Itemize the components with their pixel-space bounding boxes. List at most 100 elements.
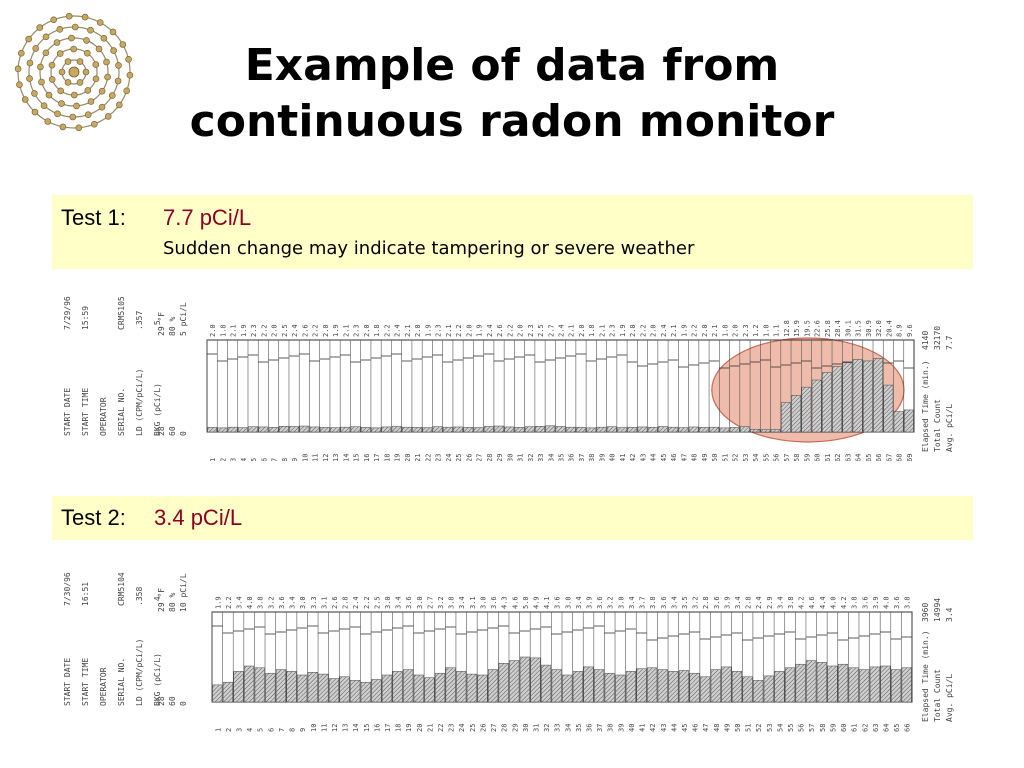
hour-label: 44 <box>670 724 678 732</box>
hour-label: 36 <box>568 454 576 461</box>
radon-bar <box>606 426 617 433</box>
hour-label: 18 <box>395 724 403 732</box>
reading-label: 12.8 <box>783 320 791 337</box>
reading-label: 1.0 <box>762 324 770 337</box>
radon-bar <box>381 674 393 703</box>
reading-label: 2.0 <box>650 324 658 337</box>
reading-label: 3.2 <box>607 596 615 609</box>
radon-bar <box>381 426 392 433</box>
atom-electron-dot <box>125 55 132 63</box>
radon-bar <box>466 673 477 703</box>
hour-label: 47 <box>680 454 688 461</box>
radon-bar <box>286 671 297 703</box>
reading-label: 2.2 <box>383 324 391 337</box>
radon-bar <box>615 674 626 703</box>
radon-bar <box>289 426 299 433</box>
scale-label: 0 <box>179 701 188 706</box>
radon-bar <box>565 426 576 433</box>
radon-bar <box>848 667 859 703</box>
reading-label: 3.9 <box>586 596 594 609</box>
test1-callout: Test 1: 7.7 pCi/L Sudden change may indi… <box>52 195 973 269</box>
hour-label: 64 <box>882 724 890 732</box>
hour-label: 17 <box>373 454 381 461</box>
hour-label: 8 <box>289 728 297 732</box>
hour-label: 9 <box>299 728 307 732</box>
hour-label: 45 <box>660 454 668 461</box>
hour-label: 3 <box>230 458 238 461</box>
atom-electron-dot <box>56 25 64 33</box>
hour-label: 4 <box>240 458 248 461</box>
reading-label: 4.4 <box>819 596 827 609</box>
hour-label: 41 <box>639 724 647 732</box>
radon-bar <box>275 669 286 703</box>
radon-bar <box>330 427 340 433</box>
reading-label: 2.0 <box>363 324 371 337</box>
reading-label: 2.4 <box>755 596 763 609</box>
header-label: LD (CPM/pCi/L) <box>135 639 144 706</box>
hour-label: 6 <box>260 458 268 461</box>
hour-label: 56 <box>798 724 806 732</box>
hour-label: 51 <box>745 724 753 732</box>
atom-electron-dot <box>44 118 52 125</box>
reading-label: 2.8 <box>745 596 753 609</box>
reading-label: 2.2 <box>639 324 647 337</box>
scale-label: 0 <box>179 431 188 436</box>
reading-label: 2.3 <box>527 324 535 337</box>
radon-bar <box>583 666 594 703</box>
radon-bar <box>827 665 838 703</box>
hour-label: 47 <box>702 724 710 732</box>
header-label: BKG (pCi/L) <box>153 653 162 706</box>
reading-label: 4.0 <box>246 596 254 609</box>
hour-label: 41 <box>619 454 627 461</box>
atom-electron-dot <box>42 49 50 57</box>
radon-bar <box>893 411 904 433</box>
radon-bar <box>710 669 721 703</box>
radon-bar <box>572 671 583 703</box>
hour-label: 2 <box>225 728 233 732</box>
reading-label: 1.9 <box>214 596 222 609</box>
radon-bar <box>319 427 330 433</box>
hour-label: 57 <box>783 454 791 461</box>
radon-bar <box>760 429 771 433</box>
atom-electron-dot <box>103 58 110 66</box>
hour-label: 22 <box>437 724 445 732</box>
reading-label: 3.2 <box>437 596 445 609</box>
reading-label: 2.2 <box>691 324 699 337</box>
reading-label: 2.4 <box>394 324 402 337</box>
radon-bar <box>811 379 822 433</box>
header-label: START TIME <box>81 388 90 436</box>
hour-label: 50 <box>734 724 742 732</box>
radon-bar <box>604 672 615 703</box>
footer-value: 4140 <box>921 331 930 350</box>
hour-label: 62 <box>834 454 842 461</box>
reading-label: 3.9 <box>872 596 880 609</box>
hour-label: 6 <box>267 728 275 732</box>
hour-label: 60 <box>814 454 822 461</box>
header-label: START DATE <box>63 388 72 436</box>
reading-label: 22.6 <box>814 320 822 337</box>
reading-label: 30.1 <box>844 320 852 337</box>
reading-label: 4.6 <box>511 596 519 609</box>
atom-electron-dot <box>31 90 38 97</box>
reading-label: 2.0 <box>701 324 709 337</box>
reading-label: 1.9 <box>680 324 688 337</box>
atom-electron-dot <box>70 91 78 99</box>
footer-label: Elapsed Time (min.) <box>921 630 930 722</box>
hour-label: 27 <box>490 724 498 732</box>
atom-electron-dot <box>31 108 39 116</box>
reading-label: 4.2 <box>798 596 806 609</box>
hour-label: 16 <box>373 724 381 732</box>
radon-bar <box>339 676 350 703</box>
hour-label: 17 <box>384 724 392 732</box>
hour-label: 31 <box>532 724 540 732</box>
hour-label: 53 <box>742 454 750 461</box>
header-value: .358 <box>135 587 144 606</box>
hour-label: 35 <box>575 724 583 732</box>
reading-label: 9.6 <box>906 324 914 337</box>
hour-label: 60 <box>840 724 848 732</box>
radon-bar <box>535 426 545 433</box>
radon-bar <box>453 426 463 433</box>
radon-bar <box>647 427 658 433</box>
test2-label: Test 2: <box>61 505 126 530</box>
radon-bar <box>784 667 796 703</box>
